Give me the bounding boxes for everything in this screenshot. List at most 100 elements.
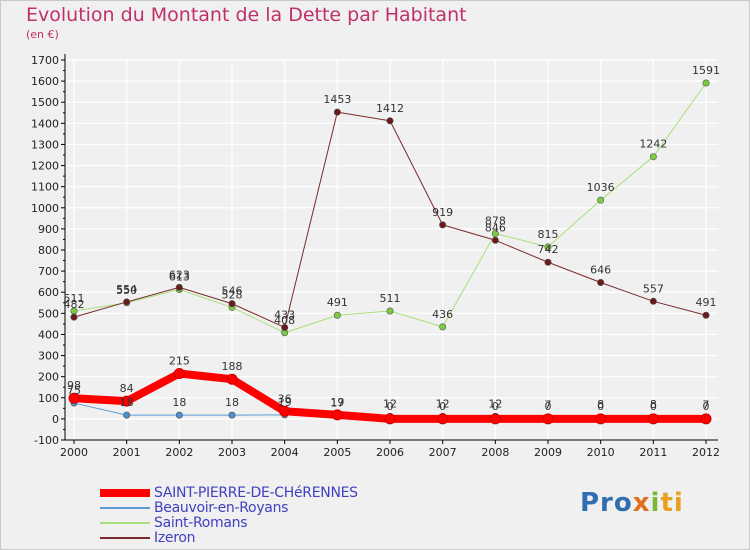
data-label-3: 1453 — [323, 93, 351, 106]
tick-label-y: 900 — [38, 223, 59, 236]
chart-subtitle: (en €) — [26, 28, 59, 41]
data-label-1: 75 — [67, 384, 81, 397]
data-label-3: 557 — [643, 282, 664, 295]
data-label-0: 215 — [169, 355, 190, 368]
data-point-3 — [649, 297, 657, 305]
tick-label-x: 2005 — [323, 446, 351, 459]
data-label-2: 511 — [64, 292, 85, 305]
data-point-2 — [544, 243, 552, 251]
data-label-3: 1412 — [376, 102, 404, 115]
data-label-3: 482 — [64, 298, 85, 311]
data-label-1: 18 — [120, 396, 134, 409]
data-label-1: 18 — [172, 396, 186, 409]
legend-label-beauvoir-en-royans: Beauvoir-en-Royans — [154, 500, 289, 516]
data-label-3: 546 — [222, 285, 243, 298]
data-label-2: 613 — [169, 270, 190, 283]
data-label-2: 511 — [380, 292, 401, 305]
data-point-0 — [226, 373, 238, 385]
data-label-0: 19 — [330, 396, 344, 409]
legend: SAINT-PIERRE-DE-CHéRENNES Beauvoir-en-Ro… — [100, 486, 420, 546]
data-label-0: 0 — [650, 400, 657, 413]
grid-layer — [65, 59, 718, 441]
data-point-0 — [279, 405, 291, 417]
data-label-2: 878 — [485, 215, 506, 228]
data-point-3 — [544, 258, 552, 266]
data-label-0: 0 — [597, 400, 604, 413]
data-label-2: 815 — [538, 228, 559, 241]
tick-label-x: 2011 — [639, 446, 667, 459]
data-label-2: 528 — [222, 288, 243, 301]
data-point-3 — [491, 236, 499, 244]
data-label-1: 17 — [330, 396, 344, 409]
tick-label-x: 2000 — [60, 446, 88, 459]
data-point-0 — [331, 409, 343, 421]
tick-label-y: 1600 — [31, 75, 59, 88]
legend-item-saint-romans: Saint-Romans — [100, 516, 420, 531]
data-label-0: 0 — [703, 400, 710, 413]
data-point-0 — [489, 413, 501, 425]
data-point-3 — [228, 300, 236, 308]
data-point-0 — [700, 413, 712, 425]
tick-label-x: 2004 — [271, 446, 299, 459]
tick-label-x: 2012 — [692, 446, 720, 459]
tick-label-x: 2007 — [429, 446, 457, 459]
data-label-3: 433 — [274, 308, 295, 321]
tick-label-y: 700 — [38, 265, 59, 278]
data-label-1: 12 — [383, 397, 397, 410]
logo-part-ti: ti — [660, 488, 684, 518]
logo-part-pro: Pro — [580, 488, 633, 518]
legend-item-izeron: Izeron — [100, 531, 420, 546]
legend-label-izeron: Izeron — [154, 530, 196, 546]
axis-layer: -100010020030040050060070080090010001100… — [31, 54, 720, 459]
legend-label-saint-romans: Saint-Romans — [154, 515, 248, 531]
chart-title: Evolution du Montant de la Dette par Hab… — [26, 4, 467, 26]
tick-label-y: 500 — [38, 307, 59, 320]
line-chart: -100010020030040050060070080090010001100… — [31, 54, 720, 459]
data-label-1: 12 — [488, 397, 502, 410]
legend-item-saint-pierre-de-cherennes: SAINT-PIERRE-DE-CHéRENNES — [100, 486, 420, 501]
data-point-2 — [386, 307, 394, 315]
data-point-2 — [333, 311, 341, 319]
proxiti-logo: Proxiti — [580, 488, 684, 518]
data-point-0 — [647, 413, 659, 425]
legend-swatch-saint-pierre-de-cherennes — [100, 489, 150, 497]
data-label-3: 919 — [432, 206, 453, 219]
data-label-2: 436 — [432, 308, 453, 321]
data-label-2: 408 — [274, 314, 295, 327]
data-label-2: 1242 — [639, 138, 667, 151]
tick-label-y: 300 — [38, 350, 59, 363]
data-label-0: 0 — [545, 400, 552, 413]
data-point-1 — [175, 411, 183, 419]
tick-label-y: 0 — [52, 413, 59, 426]
data-point-2 — [491, 230, 499, 238]
data-label-1: 8 — [597, 398, 604, 411]
tick-label-y: 1200 — [31, 160, 59, 173]
data-point-1 — [228, 411, 236, 419]
data-label-0: 188 — [222, 360, 243, 373]
data-point-0 — [542, 413, 554, 425]
data-point-0 — [68, 392, 80, 404]
tick-label-y: -100 — [34, 434, 59, 447]
tick-label-y: 1700 — [31, 54, 59, 67]
tick-label-x: 2001 — [113, 446, 141, 459]
data-label-3: 646 — [590, 264, 611, 277]
data-label-3: 491 — [696, 296, 717, 309]
data-point-2 — [597, 196, 605, 204]
data-label-2: 1036 — [587, 181, 615, 194]
data-point-2 — [649, 153, 657, 161]
data-label-0: 98 — [67, 379, 81, 392]
tick-label-y: 600 — [38, 286, 59, 299]
data-point-0 — [384, 413, 396, 425]
data-point-3 — [70, 313, 78, 321]
data-point-2 — [439, 323, 447, 331]
tick-label-y: 100 — [38, 392, 59, 405]
data-label-0: 36 — [278, 392, 292, 405]
logo-part-x: x — [632, 488, 651, 518]
tick-label-x: 2008 — [481, 446, 509, 459]
series-layer — [68, 79, 712, 425]
data-label-3: 846 — [485, 221, 506, 234]
legend-label-saint-pierre-de-cherennes: SAINT-PIERRE-DE-CHéRENNES — [154, 485, 358, 501]
data-point-3 — [597, 279, 605, 287]
data-point-3 — [702, 311, 710, 319]
